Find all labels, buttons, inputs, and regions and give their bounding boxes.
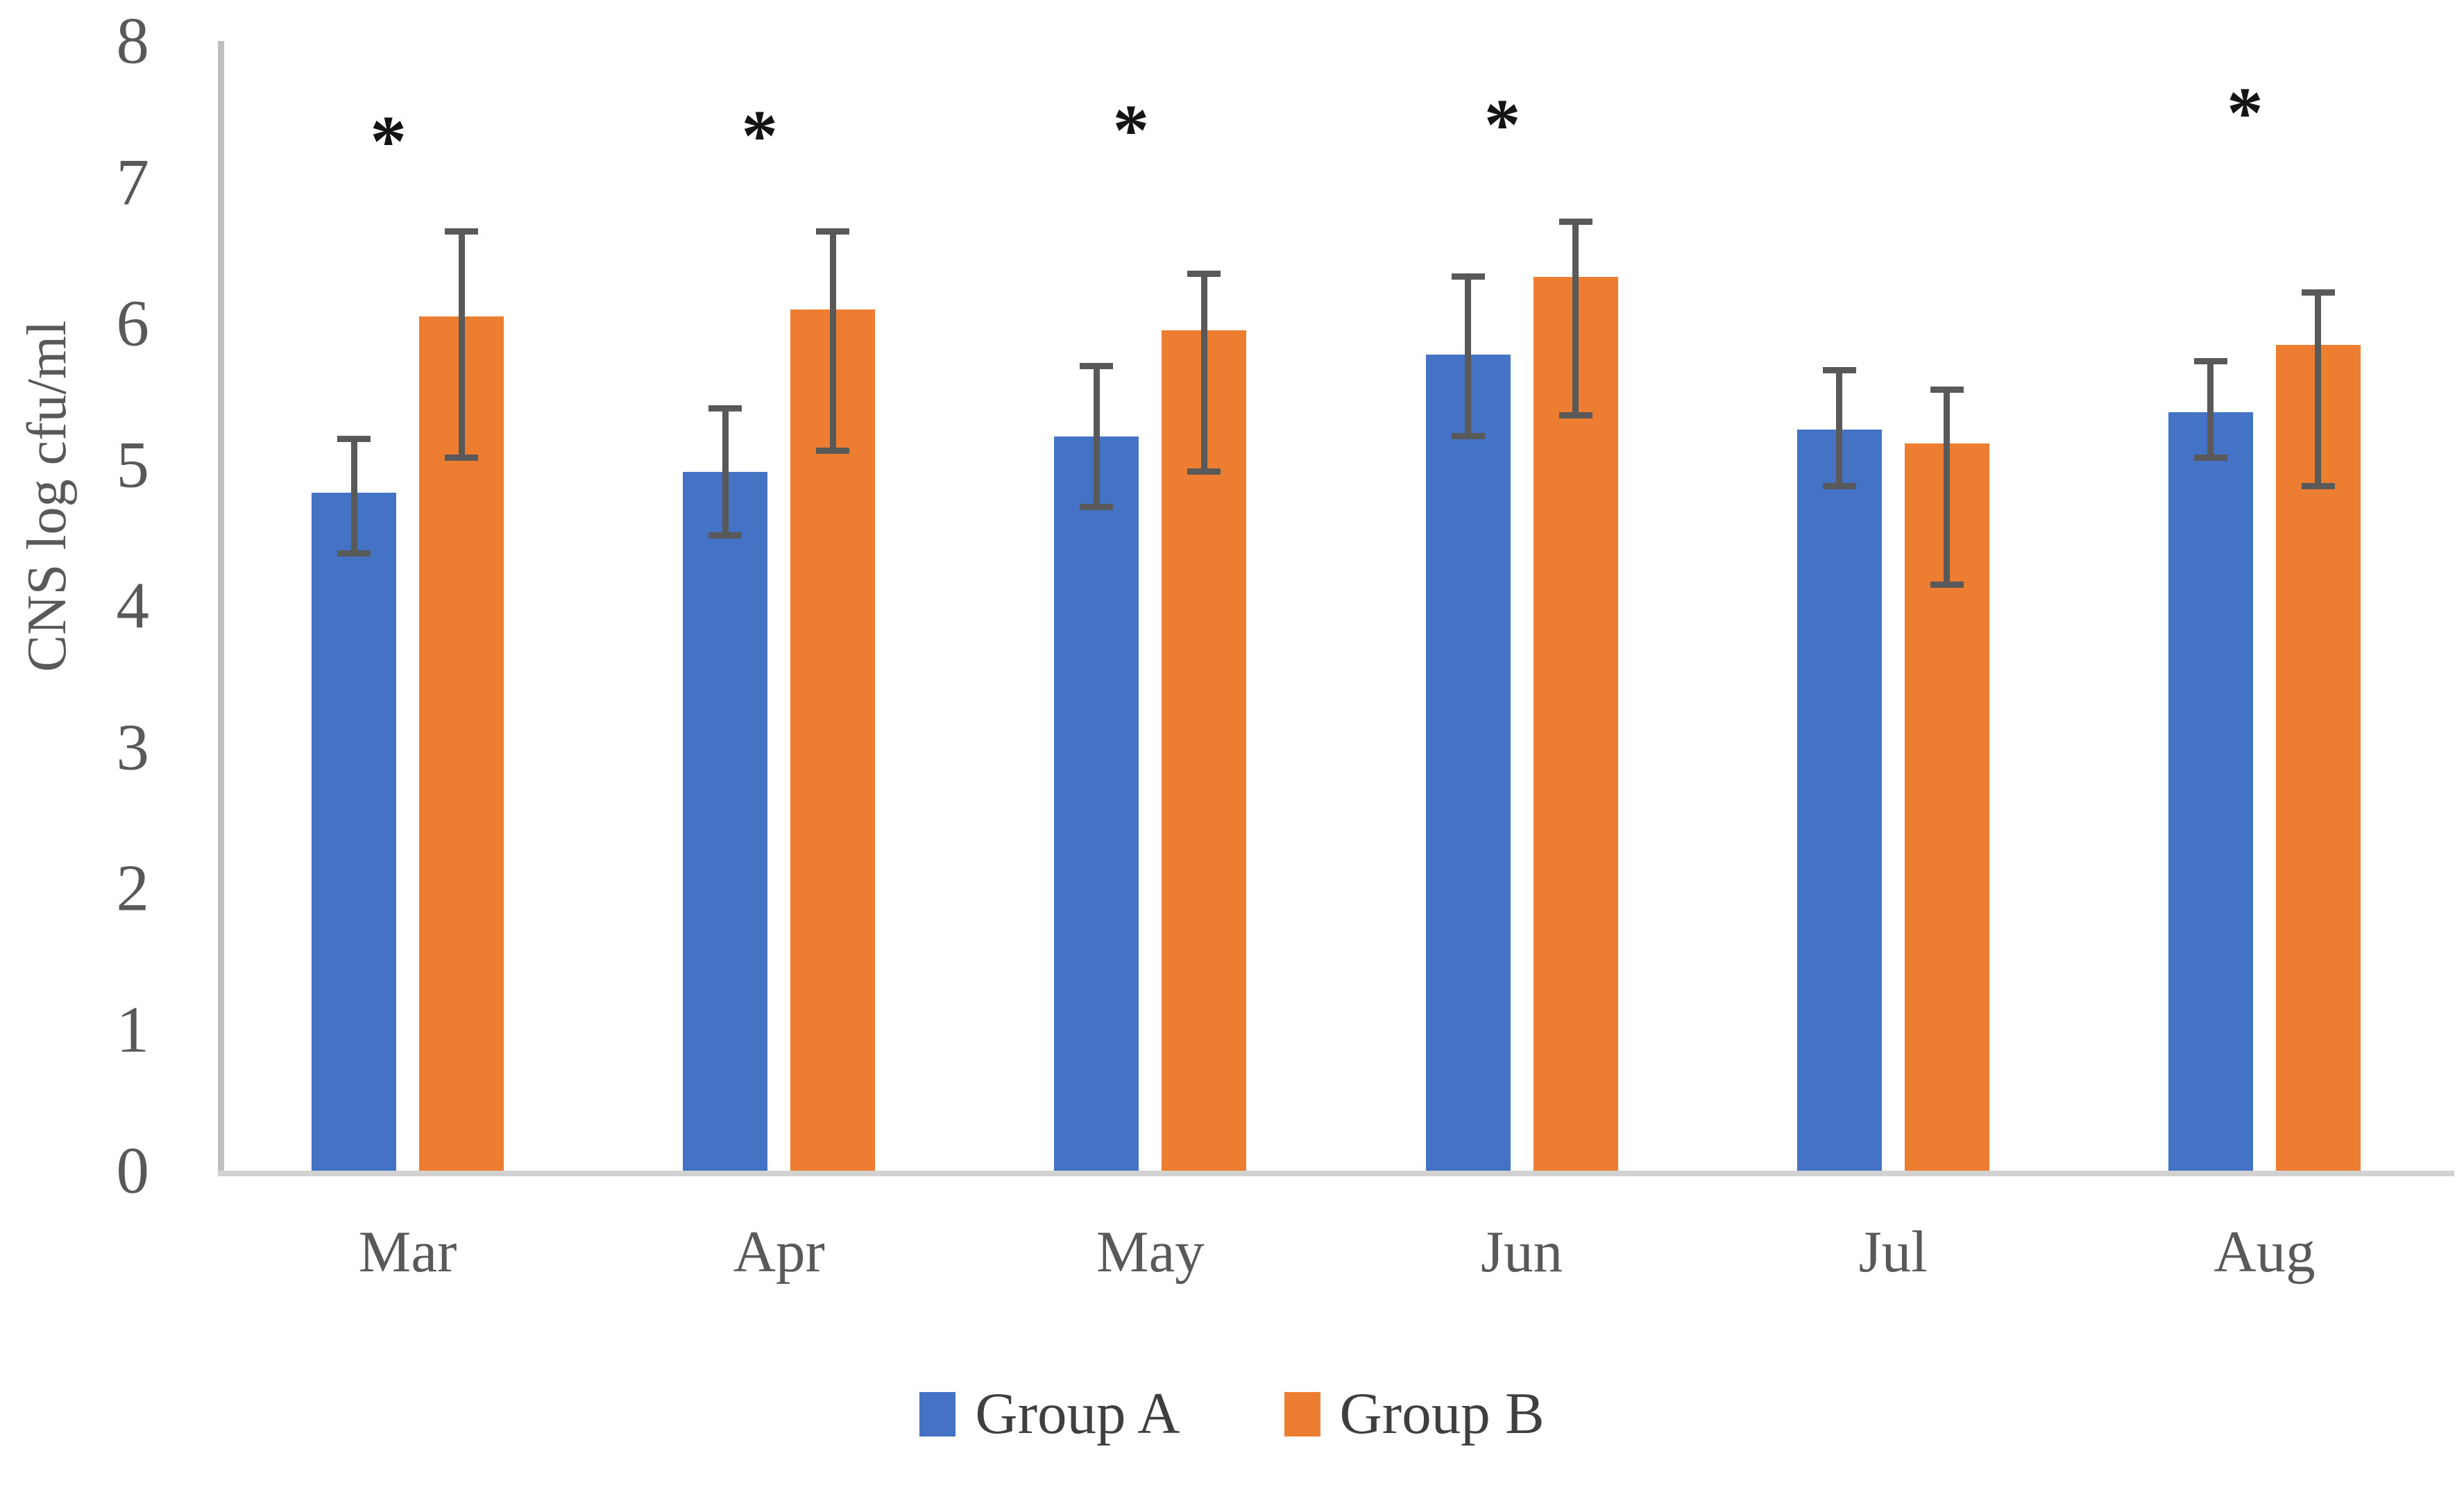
- error-bar-cap: [1451, 433, 1485, 440]
- significance-asterisk: *: [741, 94, 779, 176]
- error-bar: [458, 231, 465, 458]
- bar-group-a-apr: [683, 471, 768, 1171]
- y-axis-title: CNS log cfu/ml: [17, 320, 78, 672]
- error-bar: [2315, 292, 2322, 486]
- legend-item-group-b: Group B: [1284, 1384, 1545, 1443]
- error-bar: [1200, 273, 1207, 472]
- error-bar-cap: [1930, 581, 1964, 588]
- error-bar-cap: [2301, 482, 2335, 489]
- error-bar-cap: [1930, 387, 1964, 393]
- bar-group-a-may: [1054, 436, 1139, 1171]
- error-bar: [350, 439, 357, 554]
- legend-label: Group B: [1339, 1381, 1545, 1446]
- error-bar-cap: [1822, 482, 1856, 489]
- error-bar: [829, 231, 836, 451]
- error-bar-cap: [2193, 454, 2227, 461]
- x-tick-label: Jul: [1858, 1219, 1928, 1285]
- legend-swatch-icon: [1284, 1391, 1320, 1436]
- error-bar-cap: [1558, 412, 1592, 418]
- bar-group-a-aug: [2168, 412, 2253, 1171]
- x-tick-label: May: [1096, 1219, 1205, 1285]
- y-axis-line: [218, 41, 224, 1176]
- legend: Group A Group B: [0, 1384, 2464, 1443]
- plot-area: 0 1 2 3 4 5 6 7 8 * Mar * Apr * May * Jun Jul * Aug: [117, 8, 2454, 1282]
- error-bar-cap: [1080, 362, 1114, 369]
- y-tick-label: 5: [116, 427, 150, 501]
- error-bar-cap: [1822, 366, 1856, 373]
- y-tick-label: 4: [116, 568, 150, 643]
- legend-label: Group A: [975, 1381, 1180, 1446]
- y-tick-label: 0: [116, 1133, 150, 1207]
- error-bar: [1944, 389, 1951, 585]
- error-bar-cap: [2193, 358, 2227, 365]
- error-bar-cap: [816, 228, 850, 235]
- error-bar-cap: [445, 454, 479, 461]
- error-bar-cap: [1558, 218, 1592, 225]
- error-bar-cap: [1451, 273, 1485, 280]
- error-bar: [1093, 366, 1100, 507]
- legend-swatch-icon: [919, 1391, 956, 1436]
- error-bar-cap: [1187, 468, 1221, 475]
- y-tick-label: 6: [116, 286, 150, 360]
- error-bar-cap: [1187, 271, 1221, 278]
- x-tick-label: Apr: [733, 1219, 825, 1285]
- error-bar: [1572, 221, 1579, 416]
- bar-group-a-jul: [1796, 429, 1882, 1171]
- error-bar: [1465, 276, 1472, 436]
- error-bar: [722, 408, 729, 536]
- error-bar-cap: [337, 436, 371, 443]
- x-tick-label: Jun: [1481, 1219, 1563, 1285]
- significance-asterisk: *: [1112, 89, 1150, 171]
- error-bar-cap: [337, 550, 371, 557]
- error-bar-cap: [2301, 289, 2335, 296]
- x-tick-label: Mar: [358, 1219, 457, 1285]
- error-bar-cap: [708, 532, 742, 539]
- x-axis-line: [218, 1171, 2454, 1176]
- error-bar-cap: [1080, 504, 1114, 511]
- bar-group-a-jun: [1425, 354, 1511, 1171]
- legend-item-group-a: Group A: [919, 1384, 1180, 1443]
- significance-asterisk: *: [2227, 71, 2263, 153]
- bar-group-b-jun: [1533, 276, 1618, 1171]
- bar-group-a-mar: [312, 493, 397, 1171]
- y-tick-label: 3: [116, 710, 150, 783]
- y-tick-label: 2: [116, 851, 150, 925]
- error-bar-cap: [708, 405, 742, 412]
- y-tick-label: 1: [116, 992, 150, 1066]
- significance-asterisk: *: [1484, 83, 1521, 165]
- error-bar: [2207, 361, 2214, 458]
- error-bar-cap: [445, 228, 479, 235]
- error-bar-cap: [816, 447, 850, 454]
- y-tick-label: 7: [116, 145, 150, 219]
- error-bar: [1836, 370, 1843, 486]
- x-tick-label: Aug: [2214, 1219, 2316, 1285]
- significance-asterisk: *: [370, 100, 407, 182]
- y-tick-label: 8: [116, 3, 150, 78]
